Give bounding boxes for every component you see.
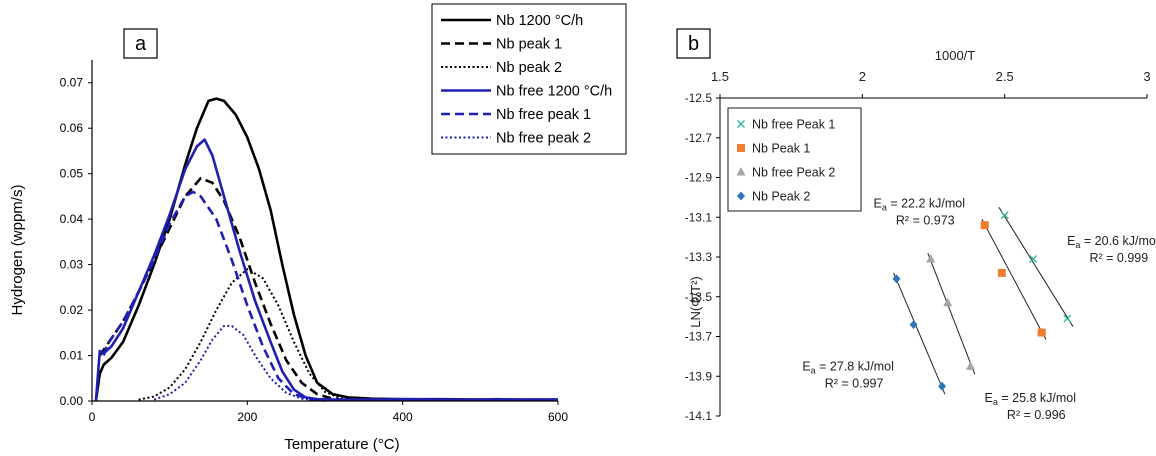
panel-a-y-tick-label: 0.05 xyxy=(60,167,84,181)
panel-a-ticks: 0 200 400 600 0.00 0.01 0.02 0.03 0.04 0.05 0.06 0.… xyxy=(60,76,569,424)
panel-b-label: b xyxy=(688,33,699,55)
annotation-r2: R² = 0.996 xyxy=(1007,408,1066,422)
panel-b-x-tick-label: 1.5 xyxy=(711,69,729,84)
legend-label-nb-peak-2: Nb peak 2 xyxy=(496,60,562,76)
panel-b-y-tick-label: -14.1 xyxy=(685,409,713,423)
legend-label-nb-free-peak-2: Nb free Peak 2 xyxy=(752,166,835,180)
data-point-nb-peak-1 xyxy=(980,221,989,230)
panel-b-y-tick-label: -13.5 xyxy=(685,290,713,304)
data-point-nb-peak-1 xyxy=(1037,328,1046,337)
panel-b-ticks: 1.5 2 2.5 3 -12.5 -12.7 -12.9 -13.1 -13.3 -13.5 -1… xyxy=(685,69,1151,423)
panel-b-x-tick-label: 3 xyxy=(1143,69,1150,84)
data-point-nb-free-peak-2 xyxy=(966,361,976,370)
fit-line-nb-peak-2 xyxy=(893,272,946,395)
legend-label-nb-1200-c-h: Nb 1200 °C/h xyxy=(496,13,583,29)
data-point-nb-free-peak-1 xyxy=(1063,314,1072,323)
panel-a-x-tick-label: 200 xyxy=(237,410,257,424)
panel-a-y-tick-label: 0.04 xyxy=(60,212,84,226)
panel-b-x-tick-label: 2 xyxy=(859,69,866,84)
panel-b-y-tick-label: -12.9 xyxy=(685,171,713,185)
legend-marker-nb-peak-1 xyxy=(737,144,745,152)
legend-label-nb-free-peak-2: Nb free peak 2 xyxy=(496,131,591,147)
fit-line-nb-free-peak-1 xyxy=(998,207,1074,327)
legend-marker-nb-free-peak-2 xyxy=(736,167,746,176)
panel-a-x-tick-label: 0 xyxy=(89,410,96,424)
annotation-r2: R² = 0.999 xyxy=(1089,251,1148,265)
panel-a-y-axis-title: Hydrogen (wppm/s) xyxy=(9,185,26,316)
legend-label-nb-peak-1: Nb Peak 1 xyxy=(752,142,810,156)
panel-a-y-tick-label: 0.02 xyxy=(60,303,84,317)
panel-a-y-tick-label: 0.06 xyxy=(60,121,84,135)
panel-a-label-box xyxy=(123,28,158,59)
series-line-nb-free-1200-c-h xyxy=(94,138,558,402)
legend-marker-nb-free-peak-1 xyxy=(737,120,745,128)
panel-a-legend: Nb 1200 °C/h Nb peak 1 Nb peak 2 Nb free 12… xyxy=(431,3,627,155)
data-point-nb-free-peak-1 xyxy=(1000,211,1009,220)
annotation-ea: Ea = 25.8 kJ/mol xyxy=(985,391,1077,407)
panel-b-y-tick-label: -12.5 xyxy=(685,91,713,105)
panel-a-y-tick-label: 0.03 xyxy=(60,258,84,272)
panel-b-legend: Nb free Peak 1 Nb Peak 1 Nb free Peak 2 Nb … xyxy=(727,107,862,212)
data-point-nb-free-peak-2 xyxy=(926,253,936,263)
data-point-nb-free-peak-2 xyxy=(943,297,953,307)
data-point-nb-peak-2 xyxy=(909,320,918,330)
panel-b-fit-lines xyxy=(893,207,1074,395)
series-line-nb-free-peak-2 xyxy=(153,325,318,402)
panel-a-label: a xyxy=(135,33,147,55)
annotation-ea: Ea = 20.6 kJ/mol xyxy=(1067,234,1156,250)
legend-label-nb-free-1200-c-h: Nb free 1200 °C/h xyxy=(496,84,612,100)
legend-label-nb-peak-2: Nb Peak 2 xyxy=(752,190,810,204)
panel-b-y-tick-label: -13.1 xyxy=(685,210,713,224)
data-point-nb-peak-2 xyxy=(938,381,947,391)
annotation-ea: Ea = 22.2 kJ/mol xyxy=(874,196,966,212)
data-point-nb-free-peak-1 xyxy=(1029,255,1038,263)
series-line-nb-peak-1 xyxy=(98,176,349,402)
panel-b-x-tick-label: 2.5 xyxy=(996,69,1014,84)
panel-a-chart: a 0 200 400 600 0.00 0.01 0.02 0.03 0.04 0.05 0.06… xyxy=(9,3,627,453)
legend-label-nb-free-peak-1: Nb free peak 1 xyxy=(496,107,591,123)
panel-a-y-tick-label: 0.00 xyxy=(60,394,84,408)
fit-line-nb-free-peak-2 xyxy=(927,252,976,375)
annotation-r2: R² = 0.997 xyxy=(825,376,884,390)
panel-a-series xyxy=(94,97,558,402)
panel-a-x-tick-label: 400 xyxy=(393,410,413,424)
panel-a-legend-box xyxy=(431,3,627,155)
annotation-r2: R² = 0.973 xyxy=(896,213,955,227)
panel-b-y-tick-label: -13.7 xyxy=(685,330,713,344)
fit-line-nb-peak-1 xyxy=(981,219,1047,340)
series-line-nb-free-peak-1 xyxy=(102,190,326,402)
panel-a-x-tick-label: 600 xyxy=(548,410,568,424)
data-point-nb-peak-2 xyxy=(892,274,901,284)
panel-b-chart: b 1000/T LN(Φ/T²) 1.5 2 2.5 3 -12.5 -12.7 -12.… xyxy=(676,28,1156,423)
legend-label-nb-peak-1: Nb peak 1 xyxy=(496,37,562,53)
panel-b-x-axis-title: 1000/T xyxy=(935,48,976,63)
panel-b-y-tick-label: -13.3 xyxy=(685,250,713,264)
annotation-ea: Ea = 27.8 kJ/mol xyxy=(802,359,894,375)
panel-a-y-tick-label: 0.01 xyxy=(60,349,84,363)
panel-b-y-tick-label: -13.9 xyxy=(685,369,713,383)
panel-a-x-axis-title: Temperature (°C) xyxy=(284,436,399,453)
series-line-nb-peak-2 xyxy=(138,268,357,402)
panel-b-points xyxy=(892,211,1072,391)
legend-marker-nb-peak-2 xyxy=(737,191,745,201)
panel-b-y-tick-label: -12.7 xyxy=(685,131,713,145)
legend-label-nb-free-peak-1: Nb free Peak 1 xyxy=(752,118,835,132)
panel-b-label-box xyxy=(676,28,711,59)
data-point-nb-peak-1 xyxy=(997,268,1006,277)
panel-b-y-axis-title: LN(Φ/T²) xyxy=(688,276,703,328)
panel-a-y-tick-label: 0.07 xyxy=(60,76,84,90)
panel-b-legend-box xyxy=(727,107,862,212)
